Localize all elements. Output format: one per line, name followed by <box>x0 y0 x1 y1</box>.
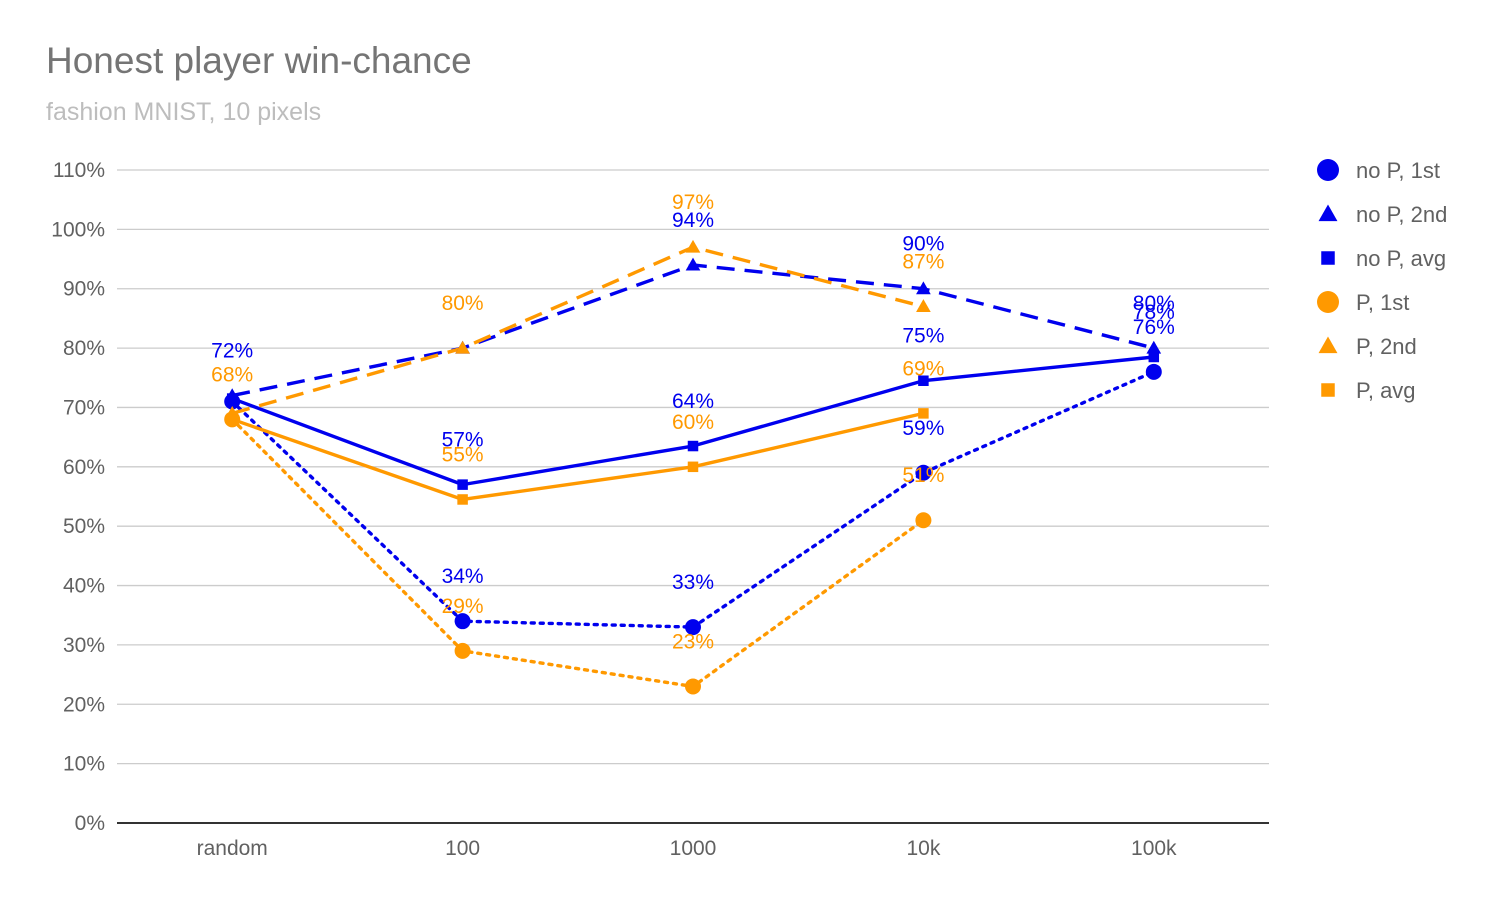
data-point <box>454 642 471 659</box>
data-point <box>918 408 929 419</box>
y-tick-label: 100% <box>51 218 105 241</box>
data-point <box>454 613 471 630</box>
data-point <box>226 393 238 404</box>
series-markers <box>224 239 1162 695</box>
legend-marker <box>1317 159 1339 181</box>
data-label: 72% <box>211 340 253 363</box>
x-tick-label: random <box>197 837 268 860</box>
legend-label: no P, 2nd <box>1356 202 1447 227</box>
data-point <box>455 340 470 354</box>
y-axis-ticks: 0% 10% 20% 30% 40% 50% 60% 70% 80% 90% 100% 110% <box>51 159 105 835</box>
x-tick-label: 10k <box>906 837 940 860</box>
series-line <box>231 263 1155 398</box>
y-tick-label: 110% <box>53 159 105 182</box>
data-point <box>226 414 238 425</box>
data-label: 64% <box>672 390 714 413</box>
legend-label: P, 1st <box>1356 290 1409 315</box>
data-label: 55% <box>442 443 484 466</box>
data-label: 80% <box>442 292 484 315</box>
y-tick-label: 80% <box>63 337 105 360</box>
y-tick-label: 0% <box>75 812 105 835</box>
chart-subtitle: fashion MNIST, 10 pixels <box>46 98 322 126</box>
data-point <box>685 257 701 271</box>
legend-marker <box>1321 251 1335 265</box>
data-label: 51% <box>902 464 944 487</box>
legend-label: P, 2nd <box>1356 334 1417 359</box>
legend-marker <box>1321 383 1335 397</box>
x-tick-label: 100 <box>445 837 480 860</box>
legend: no P, 1st no P, 2nd no P, avg P, 1st P, 2nd P… <box>1317 158 1447 403</box>
data-label: 29% <box>442 595 484 618</box>
y-tick-label: 30% <box>63 634 105 657</box>
x-tick-label: 1000 <box>670 837 717 860</box>
y-tick-label: 50% <box>63 515 105 538</box>
data-point <box>916 299 931 313</box>
data-label: 57% <box>442 429 484 452</box>
y-tick-label: 90% <box>63 278 105 301</box>
data-point <box>685 678 701 695</box>
data-point <box>685 239 701 253</box>
data-point <box>916 281 931 295</box>
data-label: 90% <box>902 233 944 256</box>
data-label: 23% <box>672 630 714 653</box>
data-labels: 34% 33% 59% 76% 72% 94% 90% 80% 57% 64% 75% 78% 29% 2… <box>211 191 1175 653</box>
y-tick-label: 60% <box>63 456 105 479</box>
y-tick-label: 20% <box>63 693 105 716</box>
data-label: 33% <box>672 571 714 594</box>
data-label: 87% <box>902 251 944 274</box>
data-point <box>685 619 701 636</box>
legend-label: P, avg <box>1356 378 1416 403</box>
series-line <box>231 245 924 416</box>
data-point <box>687 440 699 452</box>
legend-marker <box>1317 291 1339 313</box>
data-label: 75% <box>902 325 944 348</box>
data-label: 94% <box>672 209 714 232</box>
data-label: 60% <box>672 411 714 434</box>
data-point <box>915 512 932 529</box>
legend-label: no P, avg <box>1356 246 1446 271</box>
y-tick-label: 10% <box>63 753 105 776</box>
data-point <box>457 494 468 505</box>
data-label: 76% <box>1133 316 1175 339</box>
data-label: 80% <box>1133 292 1175 315</box>
data-point <box>918 375 929 386</box>
series-line <box>231 411 924 502</box>
data-label: 78% <box>1133 301 1175 324</box>
chart-title: Honest player win-chance <box>46 40 472 81</box>
series-line <box>230 417 926 689</box>
y-tick-label: 70% <box>63 396 105 419</box>
data-label: 68% <box>211 363 253 386</box>
data-point <box>915 464 932 481</box>
data-point <box>1146 340 1162 354</box>
data-label: 97% <box>672 191 714 214</box>
x-axis-ticks: random 100 1000 10k 100k <box>197 837 1177 860</box>
legend-label: no P, 1st <box>1356 158 1440 183</box>
x-tick-label: 100k <box>1131 837 1177 860</box>
legend-marker <box>1318 336 1338 354</box>
data-point <box>1145 363 1162 380</box>
data-point <box>1148 351 1160 363</box>
data-point <box>687 461 699 473</box>
data-point <box>457 479 468 490</box>
legend-marker <box>1318 204 1338 222</box>
data-label: 59% <box>902 417 944 440</box>
y-tick-label: 40% <box>63 575 105 598</box>
data-label: 34% <box>442 565 484 588</box>
data-label: 69% <box>902 357 944 380</box>
